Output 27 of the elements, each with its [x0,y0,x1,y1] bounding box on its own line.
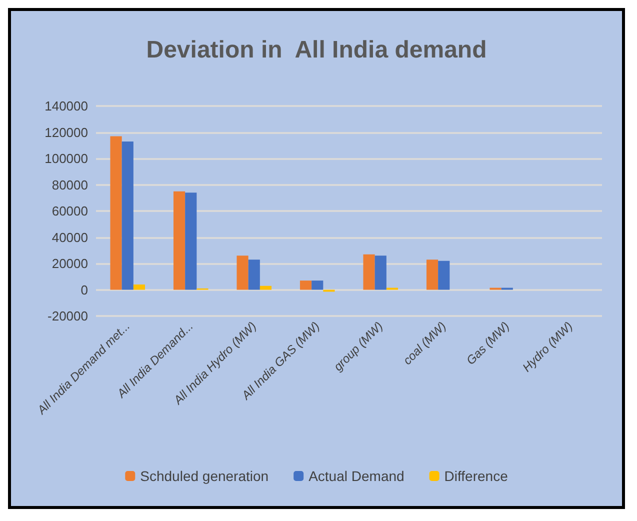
y-tick-label: 100000 [44,151,88,166]
legend-label: Difference [444,468,508,484]
chart-title: Deviation in All India demand [146,36,487,64]
bar [110,136,122,290]
bar [122,141,134,290]
bar [185,192,197,290]
bar [248,260,260,290]
legend-label: Actual Demand [308,468,404,484]
bar [300,280,312,290]
y-tick-label: 40000 [52,230,88,245]
y-tick-label: 60000 [52,204,88,218]
y-tick-label: 20000 [52,256,88,271]
bar [173,191,186,290]
y-tick-label: 80000 [52,177,88,192]
bar [260,286,272,290]
bar [363,254,375,290]
y-tick-label: 120000 [44,124,88,140]
bar [236,256,248,290]
bar [133,284,146,290]
bar [438,260,450,290]
bar [374,256,386,290]
bar [426,260,438,290]
bar [312,280,324,290]
y-tick-label: 140000 [44,98,88,114]
y-tick-label: 0 [80,282,88,298]
y-tick-label: -20000 [48,308,88,324]
legend-label: Schduled generation [140,468,269,484]
